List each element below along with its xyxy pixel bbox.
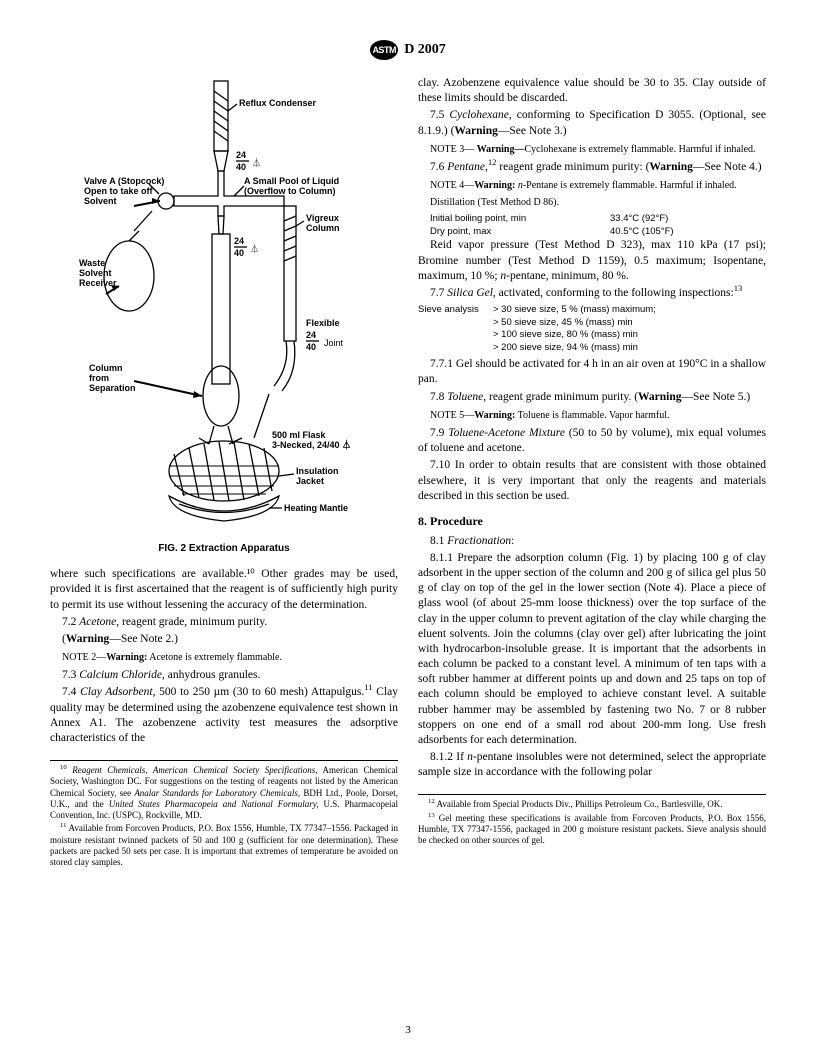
note-5: NOTE 5—Warning: Toluene is flammable. Va… (418, 409, 766, 422)
para-8-1-1: 8.1.1 Prepare the adsorption column (Fig… (418, 551, 766, 748)
right-column: clay. Azobenzene equivalence value shoul… (418, 76, 766, 870)
svg-text:Open to take off: Open to take off (84, 186, 154, 196)
svg-text:Flexible: Flexible (306, 318, 340, 328)
svg-text:24: 24 (234, 236, 244, 246)
note-3: NOTE 3— Warning—Cyclohexane is extremely… (418, 143, 766, 156)
note-4: NOTE 4—Warning: n-Pentane is extremely f… (418, 179, 766, 192)
extraction-apparatus-diagram: Reflux Condenser 24 40 ⏃ A Small Pool of… (74, 76, 374, 536)
left-column: Reflux Condenser 24 40 ⏃ A Small Pool of… (50, 76, 398, 870)
svg-text:Reflux Condenser: Reflux Condenser (239, 98, 317, 108)
svg-text:(Overflow to Column): (Overflow to Column) (244, 186, 336, 196)
para-7-9: 7.9 Toluene-Acetone Mixture (50 to 50 by… (418, 426, 766, 456)
para-8-1: 8.1 Fractionation: (418, 534, 766, 549)
designation: D 2007 (404, 42, 446, 58)
sieve-row: > 30 sieve size, 5 % (mass) maximum; (493, 304, 766, 317)
svg-text:40: 40 (306, 342, 316, 352)
page-number: 3 (0, 1024, 816, 1036)
para-7-10: 7.10 In order to obtain results that are… (418, 458, 766, 504)
svg-text:500 ml Flask: 500 ml Flask (272, 430, 327, 440)
svg-text:Jacket: Jacket (296, 476, 324, 486)
svg-text:A Small Pool of Liquid: A Small Pool of Liquid (244, 176, 339, 186)
para-8-1-2: 8.1.2 If n-pentane insolubles were not d… (418, 750, 766, 780)
para-7-5: 7.5 Cyclohexane, conforming to Specifica… (418, 108, 766, 138)
footnotes-left: 10 Reagent Chemicals, American Chemical … (50, 760, 398, 868)
figure-caption: FIG. 2 Extraction Apparatus (50, 542, 398, 555)
sieve-row: > 100 sieve size, 80 % (mass) min (493, 329, 766, 342)
sieve-row: > 200 sieve size, 94 % (mass) min (493, 342, 766, 355)
footnote-10: 10 Reagent Chemicals, American Chemical … (50, 765, 398, 821)
distillation-label: Distillation (Test Method D 86). (418, 196, 766, 209)
svg-text:Vigreux: Vigreux (306, 213, 339, 223)
para-clay-cont: clay. Azobenzene equivalence value shoul… (418, 76, 766, 106)
svg-text:Heating Mantle: Heating Mantle (284, 503, 348, 513)
figure-2: Reflux Condenser 24 40 ⏃ A Small Pool of… (50, 76, 398, 555)
svg-text:from: from (89, 373, 109, 383)
svg-text:Insulation: Insulation (296, 466, 339, 476)
astm-logo-icon: ASTM (370, 40, 398, 60)
para-7-2-warn: (Warning—See Note 2.) (50, 632, 398, 647)
svg-text:Solvent: Solvent (84, 196, 117, 206)
para-7-8: 7.8 Toluene, reagent grade minimum purit… (418, 390, 766, 405)
svg-text:⏃: ⏃ (252, 157, 261, 168)
para-7-6: 7.6 Pentane,12 reagent grade minimum pur… (418, 160, 766, 175)
svg-text:24: 24 (306, 330, 316, 340)
para-continue: where such specifications are available.… (50, 567, 398, 613)
svg-text:Joint: Joint (324, 338, 344, 348)
footnotes-right: 12 Available from Special Products Div.,… (418, 794, 766, 846)
footnote-12: 12 Available from Special Products Div.,… (418, 799, 766, 810)
para-reid: Reid vapor pressure (Test Method D 323),… (418, 238, 766, 284)
footnote-11: 11 Available from Forcoven Products, P.O… (50, 823, 398, 868)
sieve-row: > 50 sieve size, 45 % (mass) min (493, 317, 766, 330)
section-8-heading: 8. Procedure (418, 514, 766, 530)
svg-text:24: 24 (236, 150, 246, 160)
sieve-table: Sieve analysis > 30 sieve size, 5 % (mas… (418, 304, 766, 354)
svg-text:40: 40 (236, 162, 246, 172)
svg-text:Receiver: Receiver (79, 278, 117, 288)
svg-text:3-Necked, 24/40 ⏃: 3-Necked, 24/40 ⏃ (272, 439, 351, 450)
svg-text:Solvent: Solvent (79, 268, 112, 278)
distill-row-1: Initial boiling point, min33.4°C (92°F) (418, 213, 766, 226)
svg-text:Separation: Separation (89, 383, 136, 393)
distill-row-2: Dry point, max40.5°C (105°F) (418, 226, 766, 239)
svg-text:40: 40 (234, 248, 244, 258)
svg-text:Valve A (Stopcock): Valve A (Stopcock) (84, 176, 164, 186)
para-7-3: 7.3 Calcium Chloride, anhydrous granules… (50, 668, 398, 683)
svg-text:Column: Column (89, 363, 123, 373)
page-header: ASTM D 2007 (50, 40, 766, 60)
para-7-7-1: 7.7.1 Gel should be activated for 4 h in… (418, 357, 766, 387)
svg-text:⏃: ⏃ (250, 243, 259, 254)
note-2: NOTE 2—Warning: Acetone is extremely fla… (50, 651, 398, 664)
svg-text:Column: Column (306, 223, 340, 233)
para-7-2: 7.2 Acetone, reagent grade, minimum puri… (50, 615, 398, 630)
para-7-7: 7.7 Silica Gel, activated, conforming to… (418, 286, 766, 301)
svg-text:Waste: Waste (79, 258, 105, 268)
para-7-4: 7.4 Clay Adsorbent, 500 to 250 µm (30 to… (50, 685, 398, 746)
footnote-13: 13 Gel meeting these specifications is a… (418, 813, 766, 847)
